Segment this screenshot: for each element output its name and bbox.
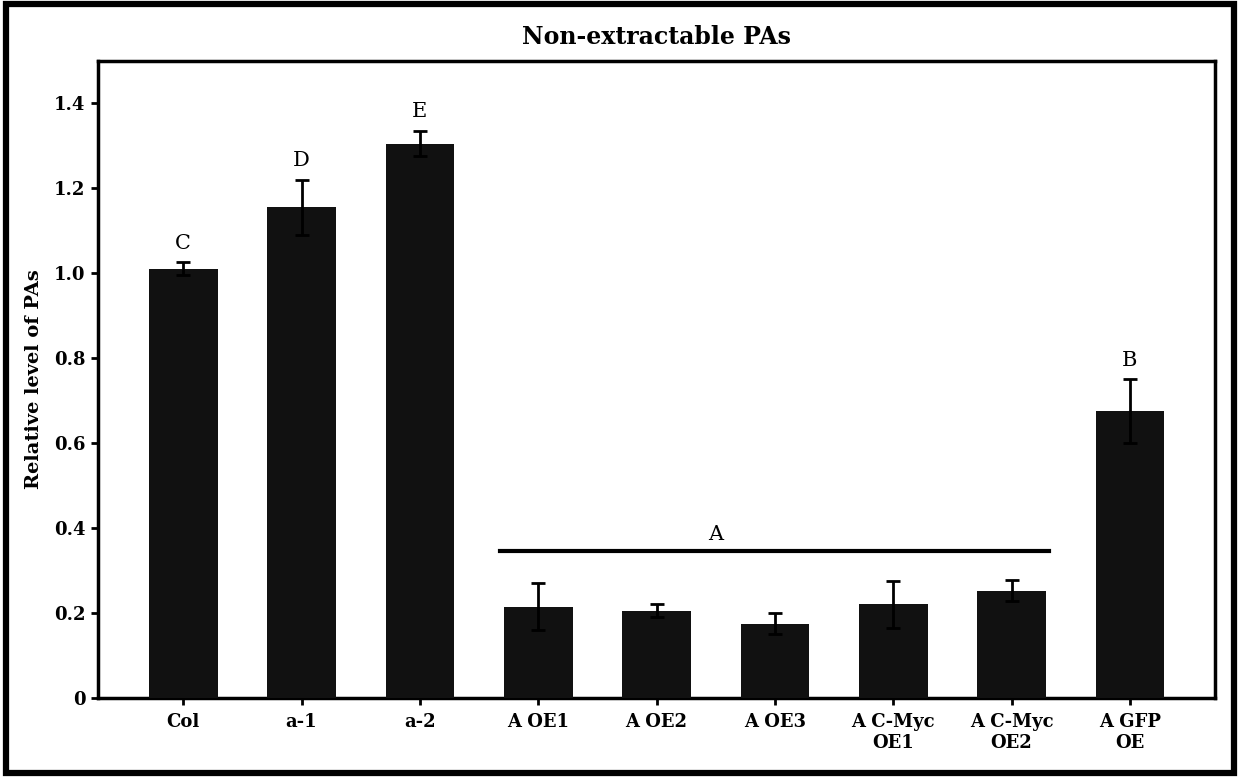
Text: B: B (1122, 351, 1137, 370)
Bar (149, 269, 217, 698)
Text: C: C (175, 234, 191, 253)
Bar (740, 624, 810, 698)
Text: E: E (412, 103, 428, 121)
Bar (859, 605, 928, 698)
Bar (977, 591, 1045, 698)
Bar (622, 611, 691, 698)
Text: A: A (708, 524, 723, 544)
Title: Non-extractable PAs: Non-extractable PAs (522, 25, 791, 49)
Bar (503, 607, 573, 698)
Y-axis label: Relative level of PAs: Relative level of PAs (25, 270, 43, 490)
Bar (267, 207, 336, 698)
Text: D: D (293, 152, 310, 170)
Bar (1096, 411, 1164, 698)
Bar (386, 144, 454, 698)
